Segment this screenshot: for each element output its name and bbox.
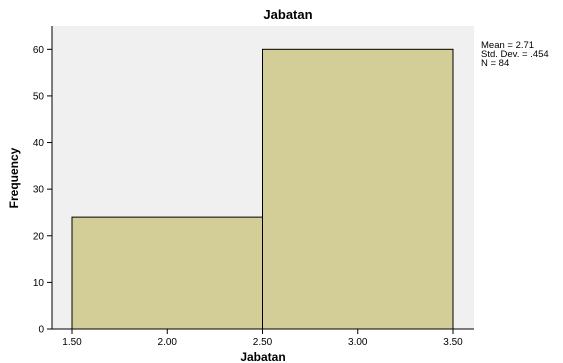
y-axis-title: Frequency — [7, 147, 21, 208]
x-tick-label: 3.50 — [443, 337, 463, 348]
y-tick-label: 50 — [33, 91, 45, 102]
y-tick-label: 10 — [33, 278, 45, 289]
histogram-bar-1 — [71, 216, 263, 330]
stats-mean: Mean = 2.71 — [481, 40, 534, 51]
y-tick-label: 30 — [33, 185, 45, 196]
histogram-bar-2 — [262, 48, 454, 330]
x-tick-label: 2.50 — [253, 337, 273, 348]
y-tick-label: 20 — [33, 231, 45, 242]
x-tick-label: 1.50 — [62, 337, 82, 348]
y-tick-label: 40 — [33, 138, 45, 149]
x-tick-label: 3.00 — [348, 337, 368, 348]
y-tick-label: 60 — [33, 45, 45, 56]
chart-title: Jabatan — [263, 7, 312, 22]
stats-box: Mean = 2.71 Std. Dev. = .454 N = 84 — [481, 40, 549, 69]
stats-std-dev: Std. Dev. = .454 — [481, 49, 549, 60]
x-tick-label: 2.00 — [158, 337, 178, 348]
y-tick-label: 0 — [38, 325, 44, 336]
stats-n: N = 84 — [481, 58, 509, 69]
x-axis-title: Jabatan — [240, 350, 285, 363]
